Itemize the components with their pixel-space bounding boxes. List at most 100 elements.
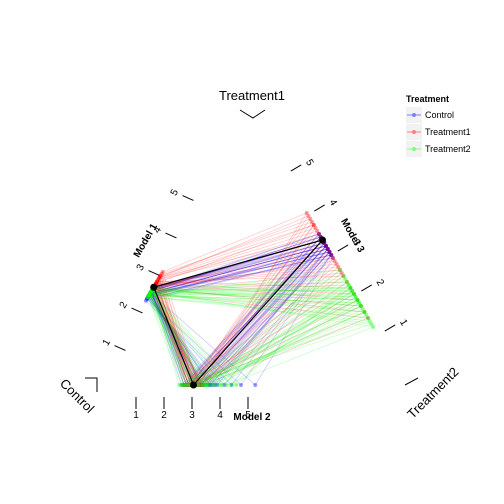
profile-line-control [152,239,324,386]
profile-line-treatment2 [147,296,370,386]
point-treatment2-model3 [364,313,369,317]
point-treatment1-model2 [186,383,191,387]
point-treatment2-model2 [184,383,189,387]
point-treatment2-model2 [224,383,229,387]
axis-name-model2: Model 2 [233,412,271,423]
point-control-model1 [148,291,153,296]
point-control-model3 [331,256,335,260]
point-treatment2-model3 [345,280,349,284]
point-treatment1-model2 [198,383,203,387]
profile-line-treatment1 [151,281,349,386]
profile-line-control [151,233,321,386]
point-treatment1-model1 [158,273,163,278]
profile-line-treatment1 [153,248,329,386]
point-treatment2-model2 [229,383,234,387]
point-treatment2-model3 [352,292,356,296]
point-treatment1-model3 [324,244,328,248]
tick-label-model2-4: 4 [217,410,223,421]
point-treatment2-model1 [146,294,151,299]
profile-line-treatment1 [153,245,328,386]
profile-line-treatment1 [153,242,326,386]
profile-line-treatment1 [158,215,310,386]
point-treatment2-model3 [352,292,356,296]
point-treatment1-model1 [157,275,162,280]
profile-line-control [151,239,324,386]
tick-label-model1-2: 2 [118,300,131,311]
profile-line-treatment2 [148,294,367,386]
profile-line-treatment2 [151,290,358,386]
point-treatment1-model3 [332,259,337,263]
point-treatment2-model3 [338,268,342,272]
point-control-model1 [146,294,151,299]
point-control-model1 [147,292,152,297]
profile-line-treatment1 [150,292,369,386]
point-treatment2-model2 [196,383,201,387]
point-control-model2 [179,383,184,387]
point-treatment1-model1 [148,291,153,296]
profile-line-treatment2 [152,288,354,386]
point-treatment1-model1 [157,275,162,280]
legend-key-dot-treatment1 [412,130,416,134]
profile-line-control [150,245,328,386]
point-control-model3 [327,250,332,254]
point-control-model1 [148,291,153,296]
point-treatment2-model3 [346,283,351,287]
point-treatment1-model2 [186,383,191,387]
point-treatment2-model1 [148,291,153,296]
point-treatment2-model3 [357,301,362,305]
point-treatment2-model3 [343,277,348,281]
point-treatment1-model3 [338,268,342,272]
point-treatment2-model2 [182,383,186,387]
point-treatment2-model1 [147,292,152,297]
tick-label-model1-5: 5 [169,187,182,198]
profile-line-treatment1 [152,288,363,386]
profile-line-treatment1 [152,254,333,386]
point-treatment2-model2 [203,383,208,387]
profile-line-treatment2 [152,288,358,386]
profile-line-treatment2 [151,290,375,386]
point-treatment1-model1 [156,277,161,282]
point-treatment1-model1 [155,279,160,284]
point-treatment1-model3 [339,271,344,275]
point-treatment1-model2 [186,383,191,387]
legend-title: Treatment [406,94,449,104]
profile-line-treatment2 [148,293,356,386]
point-control-model3 [325,247,330,251]
point-treatment2-model3 [369,322,374,326]
point-treatment1-model2 [186,383,191,387]
tick-label-model3-4: 4 [327,198,340,209]
tick-label-model2-5: 5 [245,410,251,421]
point-treatment2-model1 [147,292,152,297]
point-treatment2-model1 [148,291,153,296]
tick-label-model3-5: 5 [303,158,316,169]
profile-line-control [150,257,334,386]
point-treatment1-model3 [313,226,318,230]
point-control-model2 [198,383,203,387]
tick-label-model3-2: 2 [374,278,387,289]
point-treatment2-model3 [367,319,372,323]
profile-line-control [150,245,328,386]
profile-line-control [148,251,331,386]
mean-point-model3 [319,236,326,244]
point-control-model3 [329,253,334,257]
point-control-model2 [205,383,210,387]
tick-model1-2 [131,307,143,314]
point-treatment1-model3 [310,220,314,224]
point-treatment1-model2 [182,383,186,387]
point-control-model1 [146,294,151,299]
point-treatment1-model2 [184,383,189,387]
point-treatment1-model1 [157,275,162,280]
point-treatment2-model2 [201,383,205,387]
profile-line-control [147,248,329,386]
point-treatment1-model3 [355,298,360,302]
profile-line-treatment2 [152,278,347,386]
point-control-model2 [208,383,213,387]
profile-line-control [150,242,326,386]
point-control-model1 [147,292,152,297]
tick-label-model2-3: 3 [189,410,195,421]
point-control-model2 [186,383,191,387]
point-treatment1-model1 [155,279,160,284]
tick-label-model3-1: 1 [397,318,410,329]
point-treatment2-model3 [371,325,376,329]
point-control-model2 [201,383,205,387]
